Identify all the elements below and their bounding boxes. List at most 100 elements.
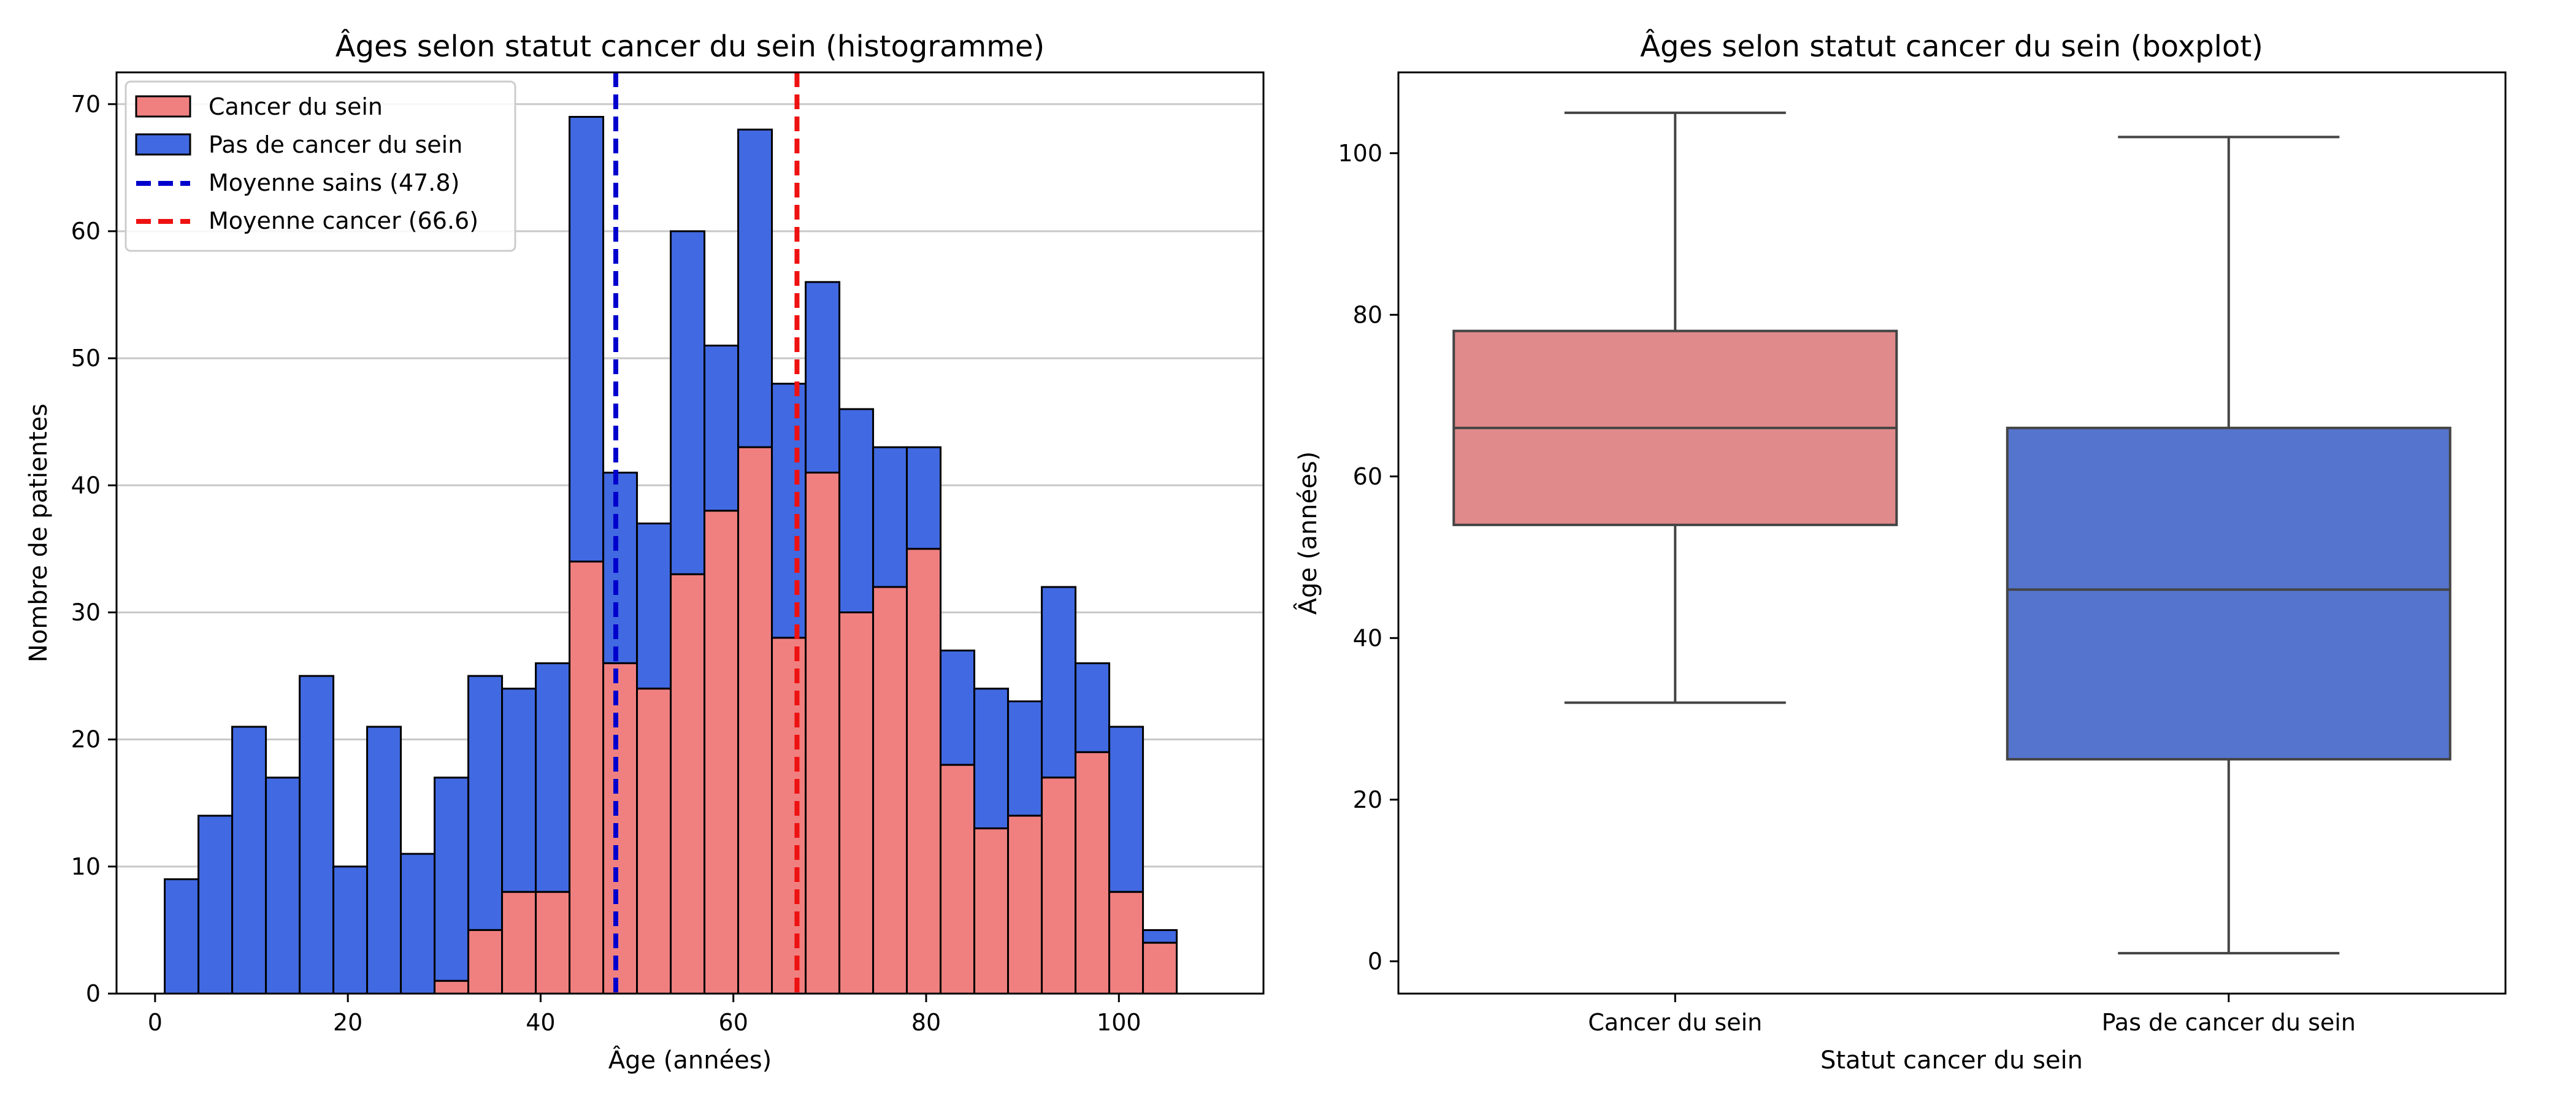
- bar-no-cancer: [400, 853, 436, 995]
- bar-no-cancer: [1075, 662, 1111, 753]
- legend-box: [125, 80, 516, 252]
- bar-cancer: [434, 979, 470, 995]
- bar-cancer: [703, 510, 740, 995]
- bar-cancer: [467, 929, 504, 995]
- x-tick-label: 80: [911, 1009, 941, 1036]
- bar-no-cancer: [164, 878, 200, 995]
- bar-no-cancer: [805, 281, 841, 474]
- bar-no-cancer: [670, 230, 706, 575]
- bar-cancer: [737, 446, 773, 995]
- histogram-panel: 0 20 40 60 80 100 0 10 20 30 40 50 60 70 Âges selon …: [25, 29, 1265, 1075]
- histogram-title: Âges selon statut cancer du sein (histog…: [335, 29, 1045, 64]
- bar-no-cancer: [737, 128, 773, 448]
- y-tick-label: 20: [71, 726, 101, 753]
- legend-label-no-cancer: Pas de cancer du sein: [209, 131, 462, 158]
- boxplot-x-axis-label: Statut cancer du sein: [1820, 1046, 2083, 1075]
- bar-no-cancer: [973, 688, 1010, 830]
- y-tick-label: 100: [1338, 140, 1382, 167]
- bar-no-cancer: [906, 446, 942, 550]
- legend-swatch-cancer: [135, 95, 191, 118]
- bar-cancer: [602, 662, 638, 995]
- histogram-legend: Cancer du sein Pas de cancer du sein Moy…: [125, 80, 516, 252]
- y-tick-label: 60: [1353, 463, 1382, 490]
- y-tick-label: 0: [86, 980, 101, 1007]
- y-tick-label: 40: [71, 472, 101, 499]
- bar-no-cancer: [636, 522, 672, 690]
- histogram-y-axis-label: Nombre de patientes: [25, 404, 53, 662]
- x-tick-label: 20: [333, 1009, 362, 1036]
- bar-cancer: [1007, 815, 1043, 995]
- bar-no-cancer: [771, 383, 807, 639]
- y-tick-label: 60: [71, 218, 101, 245]
- bar-cancer: [1142, 941, 1178, 995]
- bar-no-cancer: [1142, 929, 1178, 944]
- bar-cancer: [1041, 776, 1077, 995]
- x-tick-label: 100: [1097, 1009, 1141, 1036]
- bar-no-cancer: [265, 776, 301, 995]
- histogram-frame: [115, 71, 1265, 995]
- bar-cancer: [973, 827, 1010, 995]
- bar-no-cancer: [602, 472, 638, 664]
- legend-label-mean-cancer: Moyenne cancer (66.6): [209, 207, 478, 234]
- bar-no-cancer: [1007, 700, 1043, 817]
- bar-cancer: [670, 573, 706, 995]
- bar-cancer: [805, 472, 841, 995]
- boxplot-panel: Cancer du sein Pas de cancer du sein 0 20 4…: [1293, 29, 2507, 1075]
- boxplot-y-ticks: 0 20 40 60 80 100: [1338, 140, 1398, 975]
- bar-no-cancer: [434, 776, 470, 982]
- bar-no-cancer: [1041, 586, 1077, 779]
- bar-no-cancer: [299, 675, 335, 995]
- y-tick-label: 40: [1353, 624, 1382, 651]
- box-no-cancer: [2006, 426, 2451, 761]
- y-tick-label: 30: [71, 599, 101, 626]
- bar-cancer: [906, 548, 942, 995]
- histogram-x-axis-label: Âge (années): [608, 1045, 772, 1075]
- histogram-y-ticks: 0 10 20 30 40 50 60 70: [71, 91, 117, 1007]
- bar-no-cancer: [569, 116, 605, 563]
- boxplot-x-ticks: Cancer du sein Pas de cancer du sein: [1588, 994, 2356, 1036]
- boxplot-frame: [1397, 71, 2507, 995]
- bar-cancer: [569, 561, 605, 995]
- x-tick-label: 40: [526, 1009, 555, 1036]
- y-tick-label: 80: [1353, 301, 1382, 328]
- bar-no-cancer: [940, 650, 976, 766]
- histogram-bars: [164, 116, 1178, 995]
- bar-no-cancer: [231, 726, 267, 995]
- y-tick-label: 70: [71, 91, 101, 118]
- y-tick-label: 0: [1368, 948, 1382, 975]
- bar-cancer: [838, 611, 875, 995]
- bar-no-cancer: [501, 688, 537, 893]
- bar-cancer: [940, 764, 976, 995]
- bar-no-cancer: [535, 662, 571, 893]
- bar-cancer: [771, 637, 807, 995]
- bar-no-cancer: [872, 446, 908, 588]
- bar-no-cancer: [1108, 726, 1144, 893]
- bar-no-cancer: [366, 726, 402, 995]
- bar-no-cancer: [703, 344, 740, 512]
- x-tick-label-cancer: Cancer du sein: [1588, 1009, 1762, 1036]
- bar-cancer: [872, 586, 908, 995]
- y-tick-label: 50: [71, 345, 101, 372]
- bar-no-cancer: [197, 815, 234, 995]
- y-tick-label: 20: [1353, 786, 1382, 813]
- boxplot-boxes: [1452, 111, 2451, 955]
- y-tick-label: 10: [71, 853, 101, 880]
- bar-cancer: [1075, 751, 1111, 995]
- bar-cancer: [636, 688, 672, 995]
- boxplot-title: Âges selon statut cancer du sein (boxplo…: [1640, 29, 2263, 64]
- bar-no-cancer: [467, 675, 504, 931]
- x-tick-label: 60: [719, 1009, 748, 1036]
- legend-label-cancer: Cancer du sein: [209, 93, 383, 120]
- bar-cancer: [1108, 891, 1144, 995]
- bar-cancer: [501, 891, 537, 995]
- x-tick-label: 0: [148, 1009, 163, 1036]
- bar-no-cancer: [332, 865, 369, 995]
- boxplot-y-axis-label: Âge (années): [1293, 451, 1322, 615]
- bar-no-cancer: [838, 408, 875, 613]
- bar-cancer: [535, 891, 571, 995]
- legend-swatch-no-cancer: [135, 133, 191, 156]
- x-tick-label-no-cancer: Pas de cancer du sein: [2102, 1009, 2356, 1036]
- histogram-x-ticks: 0 20 40 60 80 100: [148, 994, 1141, 1036]
- legend-label-mean-healthy: Moyenne sains (47.8): [209, 169, 459, 196]
